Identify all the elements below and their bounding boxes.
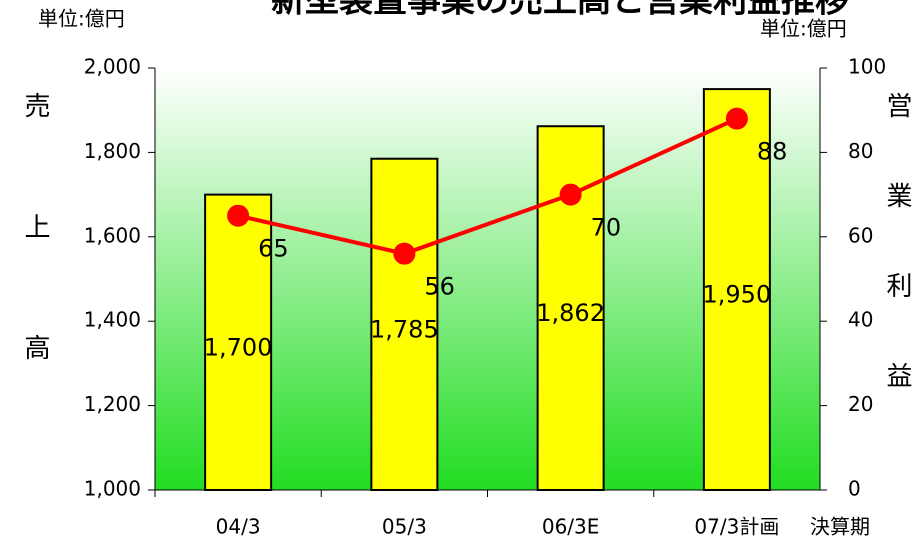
unit-right: 単位:億円 [760, 17, 847, 41]
y2-tick-label: 100 [848, 55, 886, 79]
bar-value-label: 1,862 [536, 299, 605, 327]
bar-value-label: 1,785 [370, 315, 439, 343]
y-axis-label: 売上高 [20, 92, 50, 455]
line-marker [227, 204, 250, 227]
y-tick-label: 1,200 [84, 392, 141, 416]
line-marker [559, 183, 582, 206]
y2-tick-label: 40 [848, 308, 873, 332]
y-tick-label: 1,000 [84, 477, 141, 501]
chart-title: 新型装置事業の売上高と営業利益推移 [271, 0, 849, 21]
y-tick-label: 2,000 [84, 55, 141, 79]
bar [204, 193, 273, 491]
x-tick-label: 04/3 [216, 515, 261, 539]
bar [370, 157, 439, 491]
bar-value-label: 1,950 [703, 281, 772, 309]
y2-tick-label: 80 [848, 139, 873, 163]
unit-left: 単位:億円 [38, 7, 125, 31]
x-tick-label: 07/3計画 [694, 515, 779, 539]
y2-tick-label: 20 [848, 392, 873, 416]
y2-tick-label: 60 [848, 223, 873, 247]
line-marker [725, 107, 748, 130]
bar-value-label: 1,700 [204, 333, 273, 361]
y-tick-label: 1,400 [84, 308, 141, 332]
y-tick-label: 1,600 [84, 223, 141, 247]
line-value-label: 56 [424, 273, 455, 301]
x-tick-label: 05/3 [382, 515, 427, 539]
line-value-label: 88 [757, 138, 788, 166]
x-axis-label: 決算期 [810, 515, 870, 539]
line [237, 116, 738, 256]
line-value-label: 65 [258, 235, 289, 263]
x-tick-label: 06/3E [542, 515, 600, 539]
bar [702, 88, 771, 491]
y2-axis-label: 営業利益 [882, 92, 912, 452]
y-tick-label: 1,800 [84, 139, 141, 163]
y2-tick-label: 0 [848, 477, 861, 501]
line-value-label: 70 [591, 214, 622, 242]
line-marker [393, 242, 416, 265]
